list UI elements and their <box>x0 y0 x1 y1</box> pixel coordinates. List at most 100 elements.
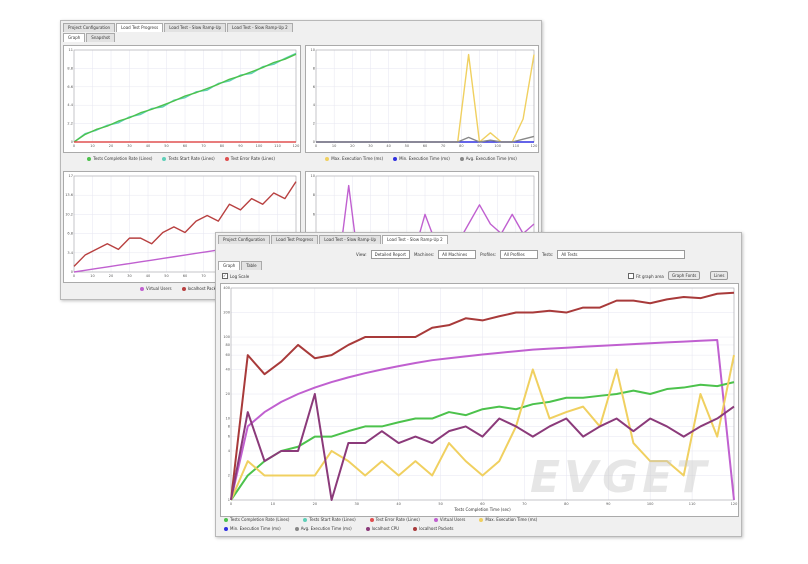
legend-item[interactable]: Avg. Execution Time (ms) <box>459 156 517 161</box>
legend-item[interactable]: Tests Start Rate (Lines) <box>303 517 356 522</box>
legend-item[interactable]: Test Error Rate (Lines) <box>369 517 420 522</box>
legend-swatch-icon <box>181 286 186 291</box>
legend-label: localhost Packets <box>187 286 222 291</box>
tab-load-test-progress[interactable]: Load Test Progress <box>116 23 164 32</box>
tab-graph[interactable]: Graph <box>218 261 241 270</box>
series-line-localhost-packets <box>73 181 297 267</box>
x-tick-label: 70 <box>201 274 205 278</box>
legend-swatch-icon <box>87 156 92 161</box>
legend-label: localhost Packets <box>419 526 454 531</box>
y-tick-label: 80 <box>226 343 230 347</box>
x-tick-label: 60 <box>423 144 427 148</box>
series-line-avg-execution-time-ms- <box>316 135 535 143</box>
tests-select[interactable]: All Tests <box>557 250 686 259</box>
y-tick-label: 4 <box>228 449 231 453</box>
legend-swatch-icon <box>224 156 229 161</box>
graph-fonts-button[interactable]: Graph Fonts <box>668 271 701 280</box>
x-tick-label: 30 <box>368 144 372 148</box>
legend-swatch-icon <box>459 156 464 161</box>
y-tick-label: 17 <box>69 174 73 178</box>
legend-item[interactable]: localhost Packets <box>413 526 453 531</box>
y-tick-label: 10.2 <box>65 212 73 216</box>
legend-item[interactable]: Test Error Rate (Lines) <box>224 156 275 161</box>
profiles-label: Profiles: <box>480 252 497 257</box>
x-tick-label: 110 <box>512 144 519 148</box>
x-tick-label: 10 <box>271 502 275 506</box>
legend-label: Min. Execution Time (ms) <box>399 156 450 161</box>
tab-load-test-progress[interactable]: Load Test Progress <box>271 235 319 244</box>
x-tick-label: 10 <box>90 144 94 148</box>
tab-slow-ramp-up[interactable]: Load Test - Slow Ramp-Up <box>164 23 227 32</box>
legend-label: Max. Execution Time (ms) <box>485 517 538 522</box>
legend-item[interactable]: Tests Completion Rate (Lines) <box>224 517 289 522</box>
y-tick-label: 8 <box>313 66 315 70</box>
y-tick-label: 2 <box>313 122 315 126</box>
tab-snapshot[interactable]: Snapshot <box>86 33 115 42</box>
tab-slow-ramp-up[interactable]: Load Test - Slow Ramp-Up <box>319 235 382 244</box>
y-tick-label: 6 <box>228 435 230 439</box>
machines-select[interactable]: All Machines <box>438 250 477 259</box>
x-tick-label: 70 <box>441 144 445 148</box>
y-tick-label: 40 <box>226 367 230 371</box>
legend-item[interactable]: localhost CPU <box>365 526 400 531</box>
tab-slow-ramp-up-2[interactable]: Load Test - Slow Ramp-Up 2 <box>227 23 293 32</box>
view-select[interactable]: Detailed Report <box>370 250 410 259</box>
series-line-localhost-cpu <box>230 393 735 501</box>
x-tick-label: 60 <box>480 502 484 506</box>
x-tick-label: 40 <box>396 502 400 506</box>
series-line-tests-completion-rate-lines- <box>73 53 297 143</box>
x-tick-label: 30 <box>355 502 359 506</box>
lines-button[interactable]: Lines <box>710 271 729 280</box>
y-tick-label: 200 <box>223 311 230 315</box>
x-tick-label: 60 <box>183 274 187 278</box>
legend-swatch-icon <box>479 517 484 522</box>
legend-swatch-icon <box>140 286 145 291</box>
x-tick-label: 90 <box>238 144 242 148</box>
series-line-max-execution-time-ms- <box>230 354 735 501</box>
legend-item[interactable]: Tests Start Rate (Lines) <box>162 156 215 161</box>
legend-users-packets: Virtual Users localhost Packets <box>63 286 299 291</box>
y-tick-label: 8.8 <box>67 66 73 70</box>
legend-item[interactable]: Virtual Users <box>433 517 465 522</box>
tab-project-configuration[interactable]: Project Configuration <box>63 23 116 32</box>
chart-svg: 0 10 20 30 40 50 60 70 80 90 100 110 120 0 2.2 4.4 6.6 8.… <box>67 48 299 148</box>
y-tick-label: 100 <box>223 335 230 339</box>
log-scale-checkbox[interactable]: ✓ Log Scale <box>222 273 249 279</box>
x-tick-label: 120 <box>731 502 738 506</box>
x-tick-label: 0 <box>73 144 75 148</box>
profiles-select[interactable]: All Profiles <box>500 250 539 259</box>
x-tick-label: 90 <box>606 502 610 506</box>
legend-item[interactable]: Virtual Users <box>140 286 172 291</box>
y-tick-label: 13.6 <box>65 193 73 197</box>
tab-graph[interactable]: Graph <box>63 33 86 42</box>
legend-item[interactable]: Max. Execution Time (ms) <box>325 156 383 161</box>
legend-swatch-icon <box>365 526 370 531</box>
legend-item[interactable]: Avg. Execution Time (ms) <box>294 526 352 531</box>
fit-graph-checkbox[interactable]: Fit graph area <box>628 273 664 279</box>
x-tick-label: 0 <box>230 502 232 506</box>
legend-item[interactable]: Tests Completion Rate (Lines) <box>87 156 152 161</box>
x-tick-label: 80 <box>459 144 463 148</box>
x-axis-label: Tests Completion Time (sec) <box>453 507 511 512</box>
legend-swatch-icon <box>413 526 418 531</box>
tab-slow-ramp-up-2[interactable]: Load Test - Slow Ramp-Up 2 <box>382 235 448 244</box>
legend-label: Tests Start Rate (Lines) <box>309 517 356 522</box>
chart-execution-times: 0 10 20 30 40 50 60 70 80 90 100 110 120 0 2 4 6 8 10 <box>305 45 539 153</box>
legend-item[interactable]: Min. Execution Time (ms) <box>393 156 450 161</box>
x-tick-label: 110 <box>274 144 281 148</box>
tab-table[interactable]: Table <box>241 261 262 270</box>
legend-label: Test Error Rate (Lines) <box>230 156 275 161</box>
y-tick-label: 3.4 <box>67 251 73 255</box>
legend-swatch-icon <box>224 526 228 531</box>
legend-item[interactable]: Min. Execution Time (ms) <box>224 526 281 531</box>
legend-item[interactable]: localhost Packets <box>181 286 222 291</box>
x-tick-label: 80 <box>564 502 568 506</box>
y-tick-label: 1 <box>228 498 230 502</box>
legend-item[interactable]: Max. Execution Time (ms) <box>479 517 537 522</box>
x-tick-label: 70 <box>522 502 526 506</box>
legend-label: localhost CPU <box>371 526 400 531</box>
checkbox-checked-icon: ✓ <box>222 273 228 279</box>
tab-project-configuration[interactable]: Project Configuration <box>218 235 271 244</box>
x-tick-label: 20 <box>109 144 113 148</box>
x-tick-label: 70 <box>201 144 205 148</box>
